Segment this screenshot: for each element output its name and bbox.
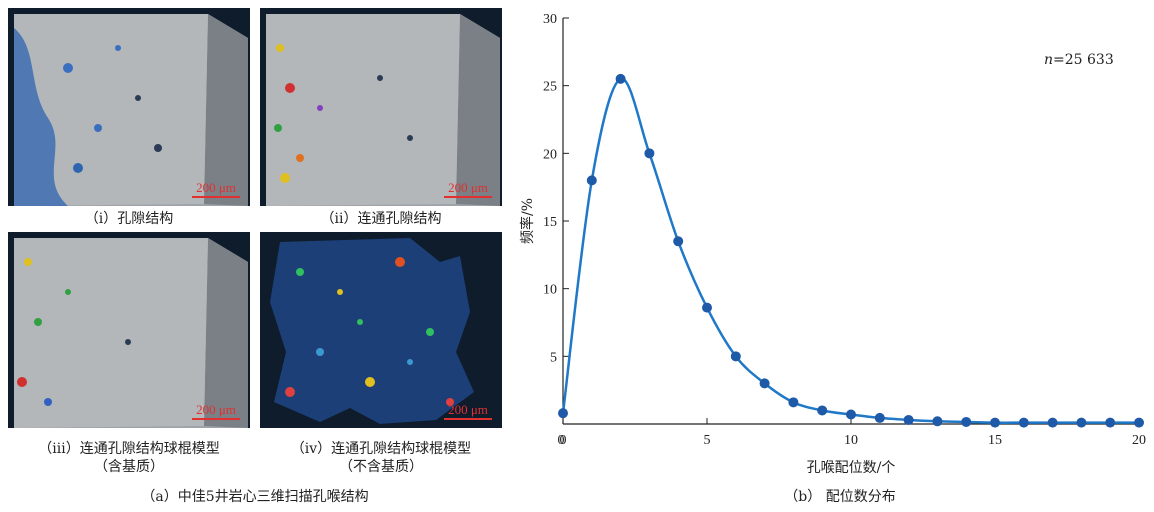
connected-pore-image: 200 μm xyxy=(260,8,502,206)
data-point xyxy=(558,408,568,419)
data-point xyxy=(1076,417,1087,428)
caption-iii-line1: （ⅲ）连通孔隙结构球棍模型 xyxy=(38,441,220,457)
data-point xyxy=(846,409,856,420)
data-point xyxy=(644,148,655,159)
caption-a: （a）中佳5井岩心三维扫描孔喉结构 xyxy=(141,489,369,505)
caption-ii: （ⅱ）连通孔隙结构 xyxy=(320,211,442,227)
caption-iii: （ⅲ）连通孔隙结构球棍模型 （含基质） xyxy=(8,440,250,476)
pore-structure-image: 200 μm xyxy=(8,8,250,206)
scale-bar: 200 μm xyxy=(444,403,492,420)
x-axis-label: 孔喉配位数/个 xyxy=(807,460,896,476)
data-point xyxy=(702,302,712,313)
data-point xyxy=(788,397,799,408)
distribution-curve xyxy=(561,77,1139,424)
ball-stick-without-matrix-image: 200 μm xyxy=(260,232,502,428)
x-tick-label: 20 xyxy=(1132,433,1146,448)
rock-cube-render xyxy=(266,14,500,206)
x-tick-label: 15 xyxy=(988,433,1002,448)
data-point xyxy=(932,416,943,427)
data-point xyxy=(759,378,770,389)
data-point xyxy=(1018,417,1029,428)
scale-bar: 200 μm xyxy=(192,403,240,420)
caption-i: （ⅰ）孔隙结构 xyxy=(84,211,174,227)
scale-bar: 200 μm xyxy=(192,181,240,198)
x-tick-label: 10 xyxy=(844,433,858,448)
caption-b: （b） 配位数分布 xyxy=(784,489,896,505)
caption-iv: （ⅳ）连通孔隙结构球棍模型 （不含基质） xyxy=(260,440,502,476)
data-point xyxy=(1047,417,1058,428)
pore-network-render xyxy=(270,238,474,424)
data-point xyxy=(673,236,684,247)
sample-count-annotation: n=25 633 xyxy=(1044,52,1114,68)
caption-iii-line2: （含基质） xyxy=(94,459,164,475)
caption-iv-line2: （不含基质） xyxy=(339,459,423,475)
origin-tick-label: 0 xyxy=(558,433,565,448)
x-tick-label: 5 xyxy=(704,433,711,448)
data-point xyxy=(961,416,972,427)
y-tick-label: 10 xyxy=(543,283,557,298)
data-point xyxy=(903,414,914,425)
chart-series xyxy=(558,73,1144,428)
scale-bar: 200 μm xyxy=(444,181,492,198)
rock-cube-render xyxy=(14,238,248,428)
data-point xyxy=(817,405,828,416)
data-point xyxy=(1134,417,1144,428)
rock-cube-render xyxy=(14,14,248,206)
data-point xyxy=(615,73,626,84)
data-point xyxy=(586,175,597,186)
data-point xyxy=(1105,417,1116,428)
y-tick-label: 25 xyxy=(543,80,557,95)
data-point xyxy=(730,351,741,362)
y-axis-label: 频率/% xyxy=(519,198,536,244)
y-tick-label: 20 xyxy=(543,147,557,162)
y-tick-label: 15 xyxy=(543,215,557,230)
x-tick-label: 0 xyxy=(560,433,567,448)
data-point xyxy=(990,417,1000,428)
y-tick-label: 5 xyxy=(550,350,557,365)
ball-stick-with-matrix-image: 200 μm xyxy=(8,232,250,428)
data-point xyxy=(874,412,885,423)
caption-iv-line1: （ⅳ）连通孔隙结构球棍模型 xyxy=(290,441,472,457)
y-tick-label: 30 xyxy=(543,12,557,27)
